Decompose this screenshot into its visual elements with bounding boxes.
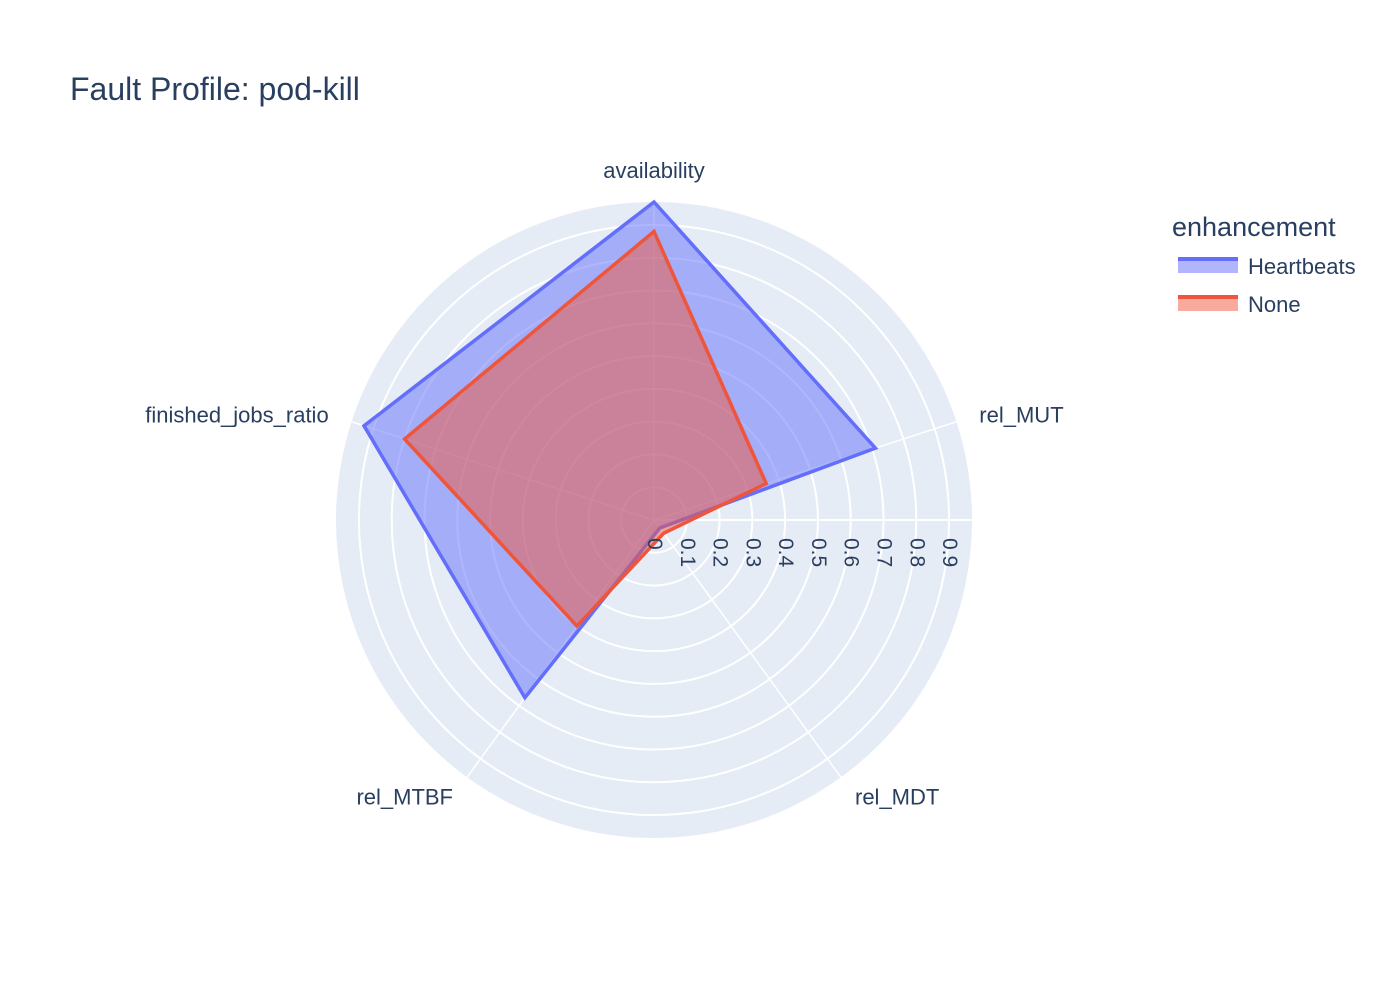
legend-swatch-fill — [1178, 259, 1238, 273]
series-none-area — [402, 228, 769, 629]
angular-gridline — [653, 519, 842, 778]
radial-tick-label: 0.9 — [938, 538, 961, 567]
radial-tick-label: 0.6 — [840, 538, 863, 567]
radial-ticks: 0 0.1 0.2 0.3 0.4 0.5 0.6 0.7 0.8 0.9 — [643, 538, 961, 568]
radial-tick-label: 0 — [643, 538, 666, 550]
radial-tick-label: 0.8 — [905, 538, 928, 567]
legend: enhancement Heartbeats None — [1172, 212, 1356, 317]
radial-tick-label: 0.2 — [709, 538, 732, 567]
radial-tick-label: 0.1 — [676, 538, 699, 567]
legend-swatch-fill — [1178, 297, 1238, 311]
legend-item-heartbeats[interactable]: Heartbeats — [1178, 254, 1356, 279]
legend-items: Heartbeats None — [1178, 254, 1356, 317]
axis-label-rel-mtbf: rel_MTBF — [356, 785, 453, 810]
radial-tick-label: 0.3 — [741, 538, 764, 567]
legend-item-none[interactable]: None — [1178, 292, 1301, 317]
radial-tick-label: 0.5 — [807, 538, 830, 567]
axis-label-finished-jobs-ratio: finished_jobs_ratio — [145, 402, 328, 427]
legend-title: enhancement — [1172, 212, 1336, 242]
axis-label-availability: availability — [603, 158, 705, 183]
legend-label: None — [1248, 292, 1301, 317]
chart-title: Fault Profile: pod-kill — [70, 71, 360, 107]
axis-label-rel-mut: rel_MUT — [979, 402, 1063, 427]
axis-label-rel-mdt: rel_MDT — [855, 785, 939, 810]
series-area — [361, 199, 879, 701]
radial-tick-label: 0.7 — [873, 538, 896, 567]
radial-tick-label: 0.4 — [774, 538, 797, 568]
axis-labels: availability rel_MUT rel_MDT rel_MTBF finish… — [145, 158, 1063, 810]
legend-label: Heartbeats — [1248, 254, 1356, 279]
